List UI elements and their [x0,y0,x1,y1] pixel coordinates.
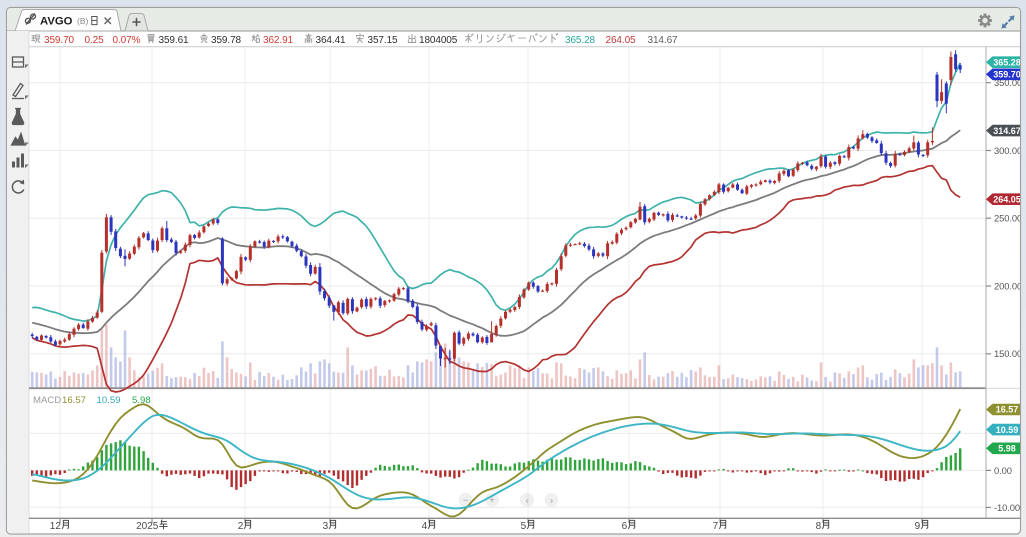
svg-text:‹: ‹ [525,496,528,507]
svg-text:150.00: 150.00 [994,348,1022,359]
svg-text:-10.00: -10.00 [994,502,1020,513]
svg-text:0.00: 0.00 [994,465,1012,476]
svg-text:4: 4 [422,521,428,532]
svg-text:2025: 2025 [136,521,159,532]
svg-text:359.61: 359.61 [159,35,190,46]
svg-text:6: 6 [622,521,628,532]
svg-text:365.28: 365.28 [993,57,1021,67]
svg-text:264.05: 264.05 [606,35,637,46]
svg-text:2: 2 [238,521,244,532]
svg-text:0.25: 0.25 [85,35,105,46]
svg-text:10.59: 10.59 [97,395,121,406]
svg-text:5.98: 5.98 [132,395,151,406]
svg-text:364.41: 364.41 [316,35,347,46]
svg-text:−: − [463,496,469,507]
svg-text:16.57: 16.57 [62,395,86,406]
svg-text:314.67: 314.67 [993,126,1021,136]
svg-text:365.28: 365.28 [565,35,596,46]
svg-text:+: + [489,496,495,507]
svg-text:9: 9 [915,521,921,532]
svg-text:1804005: 1804005 [419,35,458,46]
svg-text:AVGO: AVGO [40,15,73,27]
svg-text:MACD: MACD [33,395,61,406]
svg-text:0.07%: 0.07% [113,35,141,46]
svg-text:5.98: 5.98 [998,444,1016,454]
svg-text:359.70: 359.70 [993,70,1021,80]
svg-text:10.59: 10.59 [996,425,1019,435]
svg-text:350.00: 350.00 [994,77,1022,88]
svg-text:200.00: 200.00 [994,280,1022,291]
svg-text:314.67: 314.67 [648,35,679,46]
svg-text:8: 8 [816,521,822,532]
svg-text:16.57: 16.57 [996,405,1019,415]
svg-text:359.78: 359.78 [211,35,242,46]
svg-text:12: 12 [50,521,62,532]
svg-text:(B): (B) [77,16,89,26]
svg-text:359.70: 359.70 [44,35,75,46]
svg-text:3: 3 [323,521,329,532]
svg-text:7: 7 [713,521,719,532]
svg-text:362.91: 362.91 [263,35,294,46]
svg-text:357.15: 357.15 [368,35,399,46]
svg-text:300.00: 300.00 [994,145,1022,156]
svg-text:5: 5 [521,521,527,532]
svg-text:264.05: 264.05 [993,194,1021,204]
svg-text:250.00: 250.00 [994,213,1022,224]
svg-text:›: › [550,496,553,507]
